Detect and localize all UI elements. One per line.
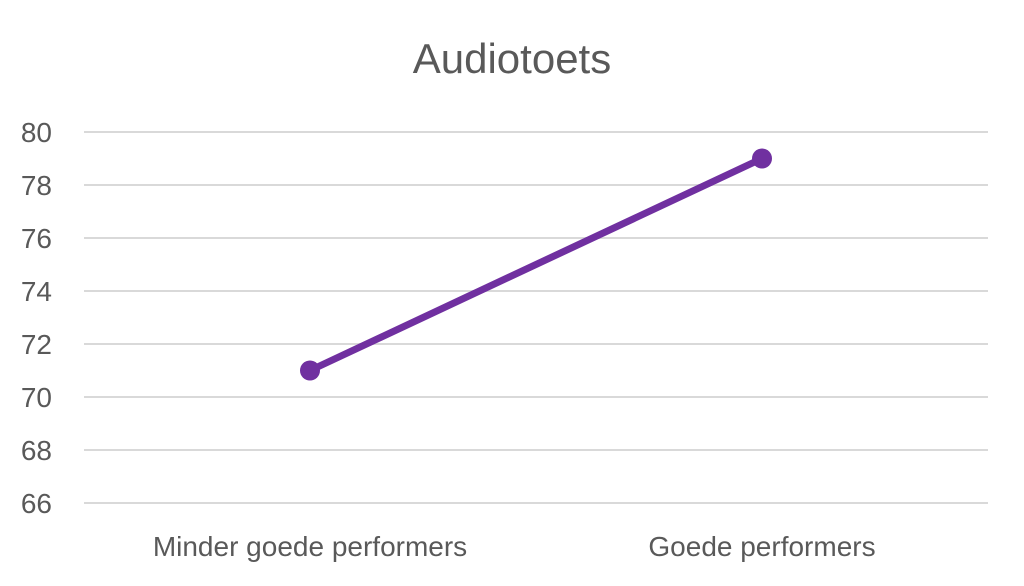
y-tick-label: 66 [21,488,52,519]
y-tick-label: 80 [21,117,52,148]
y-tick-label: 70 [21,382,52,413]
x-category-label: Minder goede performers [153,531,467,562]
x-axis-category-labels: Minder goede performers Goede performers [153,531,876,562]
series-layer [300,148,772,381]
x-category-label: Goede performers [648,531,875,562]
y-tick-label: 74 [21,276,52,307]
y-tick-label: 78 [21,170,52,201]
data-point [300,360,320,381]
gridlines [84,131,988,504]
y-tick-label: 72 [21,329,52,360]
y-tick-label: 76 [21,223,52,254]
series-line [306,155,766,374]
data-point [752,148,772,169]
y-tick-label: 68 [21,435,52,466]
y-axis-tick-labels: 66 68 70 72 74 76 78 80 [21,117,52,519]
chart-title: Audiotoets [413,35,611,82]
